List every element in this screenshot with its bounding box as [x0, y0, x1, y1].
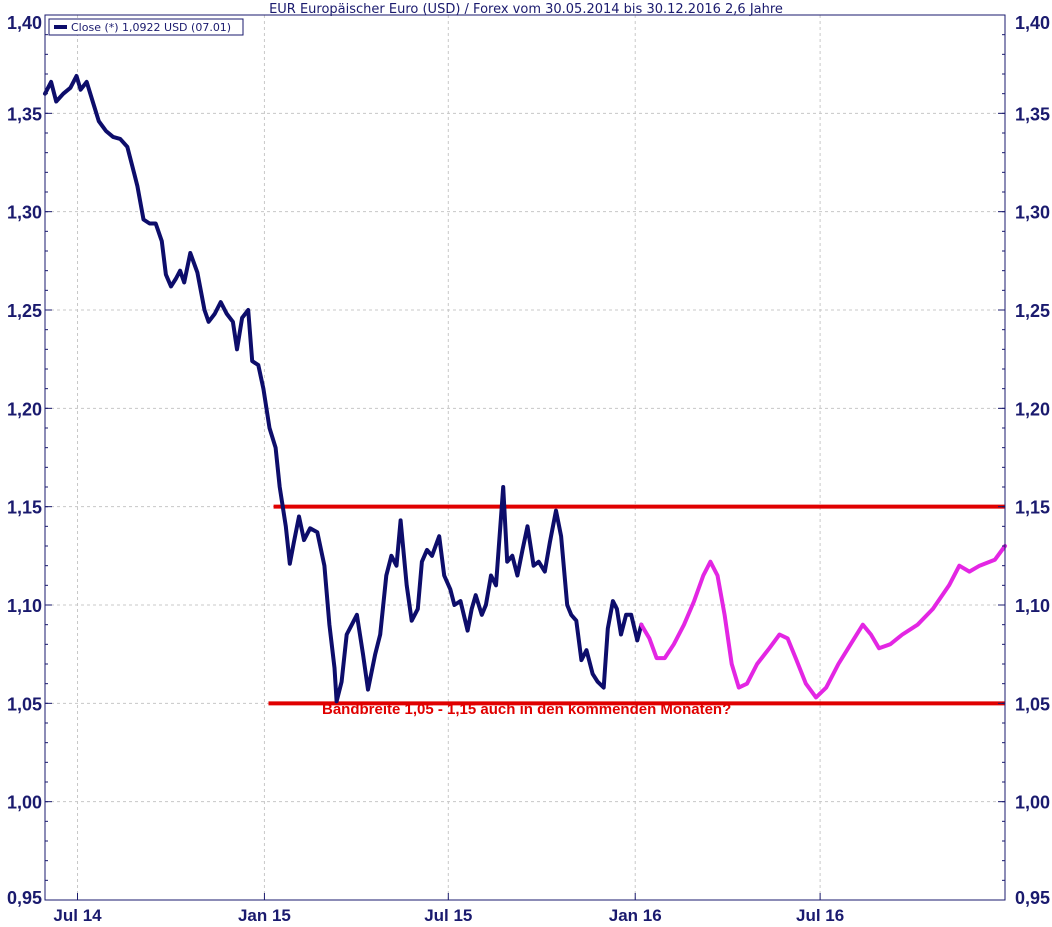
y-tick-label-left: 1,20 [7, 399, 42, 419]
y-tick-label-left: 1,10 [7, 596, 42, 616]
series-lines [43, 74, 1007, 704]
y-tick-label-left: 1,00 [7, 793, 42, 813]
x-tick-label: Jul 15 [424, 906, 472, 925]
series-line [43, 74, 644, 704]
chart-title: EUR Europäischer Euro (USD) / Forex vom … [269, 2, 783, 17]
x-tick-label: Jul 16 [796, 906, 844, 925]
series-line [639, 544, 1007, 700]
y-tick-label-right: 0,95 [1015, 888, 1050, 908]
y-tick-label-left: 1,15 [7, 498, 42, 518]
y-tick-label-left: 0,95 [7, 888, 42, 908]
x-tick-label: Jan 16 [609, 906, 662, 925]
legend-label: Close (*) 1,0922 USD (07.01) [71, 21, 231, 34]
band-lines [268, 504, 1005, 706]
x-tick-label: Jan 15 [238, 906, 291, 925]
y-tick-label-right: 1,00 [1015, 793, 1050, 813]
legend-box [48, 18, 244, 36]
y-tick-label-right: 1,10 [1015, 596, 1050, 616]
annotation-text: Bandbreite 1,05 - 1,15 auch in den komme… [322, 701, 731, 718]
x-tick-label: Jul 14 [53, 906, 102, 925]
y-tick-label-left: 1,30 [7, 203, 42, 223]
plot-area-border [44, 14, 1006, 901]
y-axis: 0,95 0,95 1,00 1,00 1,05 1,05 1,10 1,10 1,15 1,15… [7, 13, 1050, 908]
y-tick-label-right: 1,30 [1015, 203, 1050, 223]
y-tick-label-left: 1,40 [7, 13, 42, 33]
y-tick-label-left: 1,25 [7, 301, 42, 321]
y-tick-label-right: 1,20 [1015, 399, 1050, 419]
legend: Close (*) 1,0922 USD (07.01) [48, 18, 244, 36]
y-tick-label-left: 1,05 [7, 694, 42, 714]
y-tick-label-right: 1,35 [1015, 104, 1050, 124]
y-tick-label-right: 1,25 [1015, 301, 1050, 321]
x-axis: Jul 14 Jan 15 Jul 15 Jan 16 Jul 16 [53, 893, 844, 925]
y-tick-label-left: 1,35 [7, 104, 42, 124]
y-tick-label-right: 1,15 [1015, 498, 1050, 518]
y-tick-label-right: 1,40 [1015, 13, 1050, 33]
y-tick-label-right: 1,05 [1015, 694, 1050, 714]
